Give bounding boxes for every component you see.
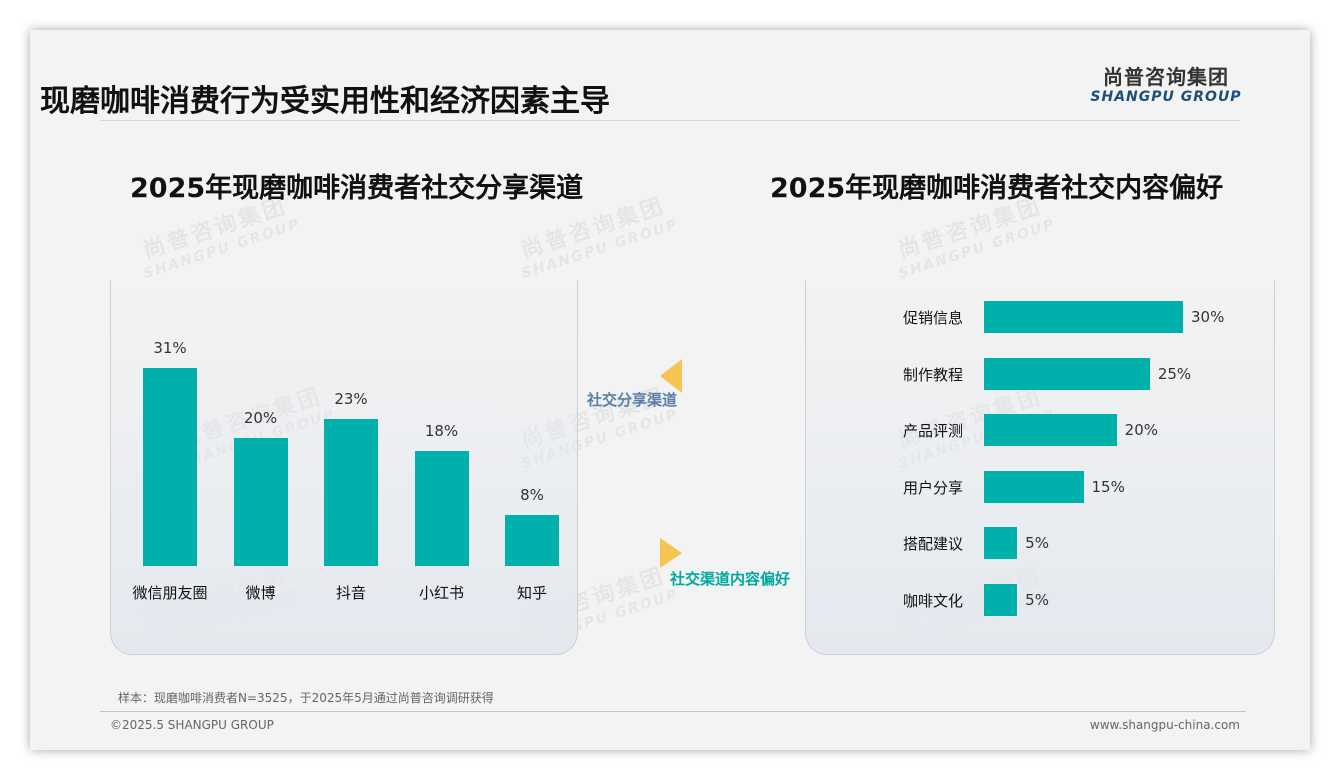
category-label: 用户分享 <box>903 478 964 497</box>
bar-value-label: 23% <box>334 390 368 409</box>
bar-value-label: 30% <box>1191 308 1225 326</box>
category-label: 制作教程 <box>903 365 964 384</box>
bar-value-label: 15% <box>1091 477 1125 496</box>
logo-text-en: SHANGPU GROUP <box>1090 89 1242 105</box>
bar <box>984 357 1150 390</box>
left-chart-title: 2025年现磨咖啡消费者社交分享渠道 <box>130 173 584 204</box>
category-label: 抖音 <box>335 584 366 602</box>
category-label: 知乎 <box>516 584 547 602</box>
logo-text-cn: 尚普咨询集团 <box>1103 65 1229 89</box>
footer-website: www.shangpu-china.com <box>1089 718 1240 732</box>
bar <box>233 438 288 566</box>
nav-label-content-preference: 社交渠道内容偏好 <box>670 570 791 588</box>
bar-value-label: 5% <box>1025 591 1049 609</box>
title-divider <box>100 120 1240 121</box>
category-label: 搭配建议 <box>903 535 964 554</box>
bar <box>984 527 1018 560</box>
bar <box>984 414 1117 447</box>
bar <box>324 419 378 566</box>
bar <box>984 470 1084 503</box>
category-label: 产品评测 <box>903 422 964 441</box>
left-chart-panel: 31% 微信朋友圈 20% 微博 23% 抖音 18% 小红书 8% 知乎 <box>110 280 578 655</box>
triangle-left-icon <box>660 359 682 393</box>
sample-note: 样本：现磨咖啡消费者N=3525，于2025年5月通过尚普咨询调研获得 <box>118 691 494 705</box>
triangle-right-icon <box>660 538 682 568</box>
bar-value-label: 20% <box>1124 421 1158 440</box>
bar-value-label: 25% <box>1157 364 1192 383</box>
footer-divider <box>100 711 1246 712</box>
bar <box>414 451 469 566</box>
bar-value-label: 5% <box>1025 534 1049 553</box>
bar <box>505 514 559 566</box>
category-label: 微信朋友圈 <box>132 584 208 602</box>
category-label: 咖啡文化 <box>903 592 964 610</box>
bar <box>143 368 197 566</box>
bar-value-label: 8% <box>520 485 544 504</box>
category-label: 微博 <box>245 584 276 602</box>
right-chart-title: 2025年现磨咖啡消费者社交内容偏好 <box>770 173 1224 204</box>
bar <box>984 584 1018 616</box>
bar-value-label: 20% <box>243 409 278 428</box>
footer-copyright: ©2025.5 SHANGPU GROUP <box>110 718 274 732</box>
nav-label-share-channel: 社交分享渠道 <box>587 391 678 409</box>
category-label: 小红书 <box>418 584 464 602</box>
company-logo: 尚普咨询集团 SHANGPU GROUP <box>1086 65 1246 105</box>
slide: 现磨咖啡消费行为受实用性和经济因素主导 尚普咨询集团 SHANGPU GROUP… <box>30 30 1310 750</box>
bar <box>984 301 1183 333</box>
page-title: 现磨咖啡消费行为受实用性和经济因素主导 <box>40 84 610 119</box>
bar-value-label: 18% <box>424 422 459 441</box>
right-chart-panel: 促销信息 30% 制作教程 25% 产品评测 20% 用户分享 15% 搭配建议 5% 咖啡文化 5% <box>805 280 1275 655</box>
category-label: 促销信息 <box>903 309 964 327</box>
bar-value-label: 31% <box>153 339 187 357</box>
